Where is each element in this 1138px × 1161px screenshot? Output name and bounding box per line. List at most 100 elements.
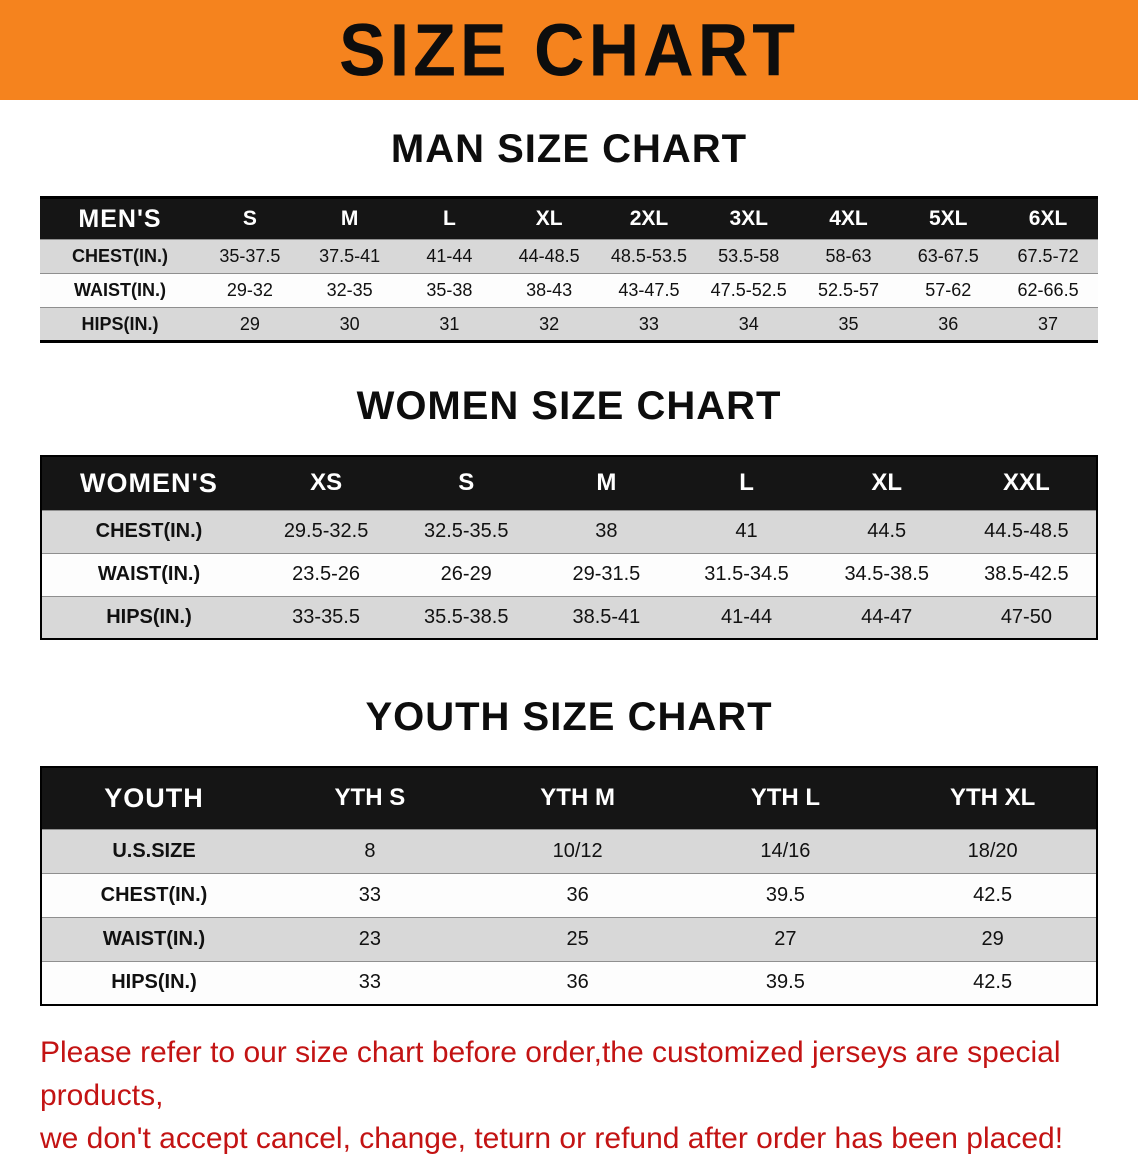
value-cell: 42.5 [973, 883, 1013, 906]
value-cell: 25 [566, 927, 589, 950]
column-header: 5XL [898, 197, 999, 240]
value-cell: 29 [981, 927, 1004, 950]
value-cell: 36 [566, 883, 589, 906]
value-cell: 32-35 [326, 280, 373, 300]
women-header-row: WOMEN'S XS S M L XL XXL [41, 456, 1097, 510]
row-label: HIPS(IN.) [81, 313, 159, 334]
column-header: S [200, 197, 300, 240]
row-label: CHEST(IN.) [100, 883, 208, 906]
row-label: CHEST(IN.) [95, 520, 203, 542]
value-cell: 32.5-35.5 [423, 520, 509, 542]
value-cell: 34.5-38.5 [844, 563, 929, 585]
table-row: HIPS(IN.) 33-35.5 35.5-38.5 38.5-41 41-4… [41, 596, 1097, 639]
column-header: YTH L [681, 767, 890, 829]
column-header: 2XL [599, 197, 699, 240]
value-cell: 44.5 [867, 520, 907, 542]
value-cell: 41 [735, 520, 758, 542]
value-cell: 29 [239, 313, 260, 334]
value-cell: 29-32 [226, 280, 273, 300]
column-header: XL [816, 456, 957, 510]
value-cell: 34 [738, 313, 759, 334]
row-label: CHEST(IN.) [72, 246, 168, 266]
table-row: HIPS(IN.) 29 30 31 32 33 34 35 36 37 [40, 307, 1098, 342]
value-cell: 44-48.5 [518, 246, 580, 266]
table-title-cell: YOUTH [41, 767, 266, 829]
youth-size-table: YOUTH YTH S YTH M YTH L YTH XL U.S.SIZE … [40, 766, 1098, 1006]
column-header: YTH XL [889, 767, 1097, 829]
value-cell: 35.5-38.5 [423, 605, 509, 628]
value-cell: 57-62 [925, 280, 972, 300]
column-header: XL [499, 197, 600, 240]
column-header: L [676, 456, 817, 510]
value-cell: 38 [595, 520, 618, 542]
table-row: CHEST(IN.) 33 36 39.5 42.5 [41, 873, 1097, 917]
row-label: WAIST(IN.) [97, 563, 201, 585]
row-label: U.S.SIZE [112, 839, 196, 862]
value-cell: 35 [838, 313, 859, 334]
value-cell: 44-47 [861, 605, 913, 628]
row-label: HIPS(IN.) [106, 605, 192, 628]
youth-header-row: YOUTH YTH S YTH M YTH L YTH XL [41, 767, 1097, 829]
value-cell: 8 [364, 839, 376, 862]
column-header: 6XL [998, 197, 1098, 240]
value-cell: 52.5-57 [817, 280, 879, 300]
women-chart-heading: WOMEN SIZE CHART [356, 384, 782, 428]
column-header: YTH S [266, 767, 474, 829]
row-label: WAIST(IN.) [74, 280, 166, 300]
value-cell: 37.5-41 [319, 246, 381, 266]
value-cell: 47.5-52.5 [710, 280, 787, 300]
value-cell: 38-43 [526, 280, 573, 300]
page-title: SIZE CHART [339, 8, 799, 92]
value-cell: 29-31.5 [572, 563, 641, 585]
row-label: WAIST(IN.) [102, 927, 206, 950]
value-cell: 41-44 [426, 246, 473, 266]
column-header: L [399, 197, 500, 240]
value-cell: 36 [566, 971, 589, 994]
value-cell: 31 [439, 313, 460, 334]
column-header: M [299, 197, 400, 240]
value-cell: 10/12 [552, 839, 603, 862]
value-cell: 23 [358, 927, 381, 950]
value-cell: 44.5-48.5 [984, 520, 1069, 542]
column-header: YTH M [473, 767, 682, 829]
table-row: CHEST(IN.) 35-37.5 37.5-41 41-44 44-48.5… [40, 239, 1098, 274]
disclaimer-line-1: Please refer to our size chart before or… [40, 1036, 1061, 1112]
value-cell: 36 [938, 313, 959, 334]
value-cell: 38.5-42.5 [984, 563, 1069, 585]
value-cell: 37 [1038, 313, 1059, 334]
table-row: HIPS(IN.) 33 36 39.5 42.5 [41, 961, 1097, 1005]
table-row: WAIST(IN.) 29-32 32-35 35-38 38-43 43-47… [40, 273, 1098, 308]
column-header: 3XL [698, 197, 799, 240]
disclaimer-line-2: we don't accept cancel, change, teturn o… [40, 1121, 1064, 1155]
men-header-row: MEN'S S M L XL 2XL 3XL 4XL 5XL 6XL [40, 197, 1098, 240]
men-chart-heading: MAN SIZE CHART [390, 127, 748, 171]
value-cell: 41-44 [720, 605, 773, 628]
value-cell: 27 [774, 927, 797, 950]
row-label: HIPS(IN.) [111, 971, 197, 994]
column-header: XXL [956, 456, 1097, 510]
value-cell: 63-67.5 [917, 246, 979, 266]
value-cell: 32 [539, 313, 560, 334]
table-row: CHEST(IN.) 29.5-32.5 32.5-35.5 38 41 44.… [41, 510, 1097, 553]
value-cell: 18/20 [967, 839, 1018, 862]
table-title-cell: MEN'S [40, 197, 200, 240]
value-cell: 38.5-41 [572, 605, 641, 628]
value-cell: 39.5 [765, 971, 805, 994]
value-cell: 29.5-32.5 [283, 520, 369, 542]
value-cell: 62-66.5 [1017, 280, 1079, 300]
value-cell: 48.5-53.5 [610, 246, 687, 266]
table-title-cell: WOMEN'S [41, 456, 256, 510]
value-cell: 39.5 [765, 883, 805, 906]
disclaimer-text: Please refer to our size chart before or… [40, 1032, 1118, 1161]
value-cell: 33 [358, 971, 381, 994]
column-header: XS [256, 456, 397, 510]
column-header: M [536, 456, 677, 510]
value-cell: 14/16 [760, 839, 811, 862]
table-row: WAIST(IN.) 23.5-26 26-29 29-31.5 31.5-34… [41, 553, 1097, 596]
value-cell: 67.5-72 [1017, 246, 1079, 266]
women-size-table: WOMEN'S XS S M L XL XXL CHEST(IN.) 29.5-… [40, 455, 1098, 640]
youth-chart-heading: YOUTH SIZE CHART [365, 695, 773, 739]
table-row: WAIST(IN.) 23 25 27 29 [41, 917, 1097, 961]
banner: SIZE CHART [0, 0, 1138, 100]
column-header: 4XL [798, 197, 899, 240]
